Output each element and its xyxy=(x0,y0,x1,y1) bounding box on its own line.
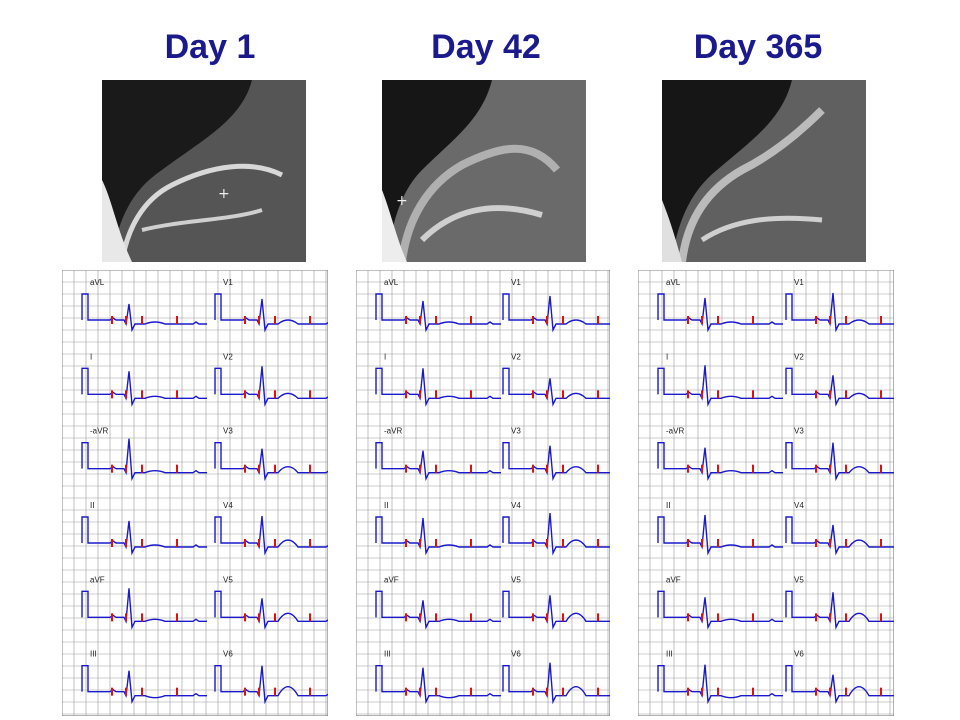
ecg-trace xyxy=(375,516,501,556)
lead-label: V2 xyxy=(794,352,804,361)
ecg-trace xyxy=(375,590,501,630)
ecg-trace xyxy=(81,588,207,630)
panel-title-day-1: Day 1 xyxy=(164,28,256,66)
ecg-trace xyxy=(657,293,783,333)
ecg-trace xyxy=(785,292,894,333)
ecg-panel-day-365: aVL I -aVR II aVF III V1 V2 V3 V4 V5 V6 xyxy=(638,270,894,716)
mri-image-day-42: + xyxy=(382,80,586,262)
ecg-trace xyxy=(375,293,501,333)
lead-label: -aVR xyxy=(384,427,402,436)
ecg-trace xyxy=(81,516,207,556)
ecg-trace xyxy=(657,590,783,630)
panel-title-day-42: Day 42 xyxy=(431,28,541,66)
ecg-trace xyxy=(785,664,894,705)
lead-label: I xyxy=(384,352,386,361)
lead-label: V6 xyxy=(794,650,804,659)
lead-label: V4 xyxy=(794,501,804,510)
ecg-trace xyxy=(81,438,207,482)
ecg-trace xyxy=(81,367,207,407)
ecg-trace xyxy=(81,293,207,333)
ecg-trace xyxy=(214,366,328,407)
lead-label: II xyxy=(90,501,94,510)
ecg-trace xyxy=(785,441,894,482)
lead-label: aVL xyxy=(90,278,105,287)
ecg-trace xyxy=(375,367,501,407)
ecg-trace xyxy=(502,441,610,482)
lead-label: V2 xyxy=(511,352,521,361)
ecg-trace xyxy=(657,514,783,556)
lead-label: I xyxy=(90,352,92,361)
lead-label: V3 xyxy=(794,427,804,436)
lead-label: aVF xyxy=(90,575,105,584)
lead-label: III xyxy=(666,650,673,659)
lead-label: aVF xyxy=(384,575,399,584)
plus-icon: + xyxy=(396,193,408,209)
lead-label: V5 xyxy=(794,575,804,584)
lead-label: V1 xyxy=(511,278,521,287)
ecg-trace xyxy=(502,293,610,333)
lead-label: V5 xyxy=(223,575,233,584)
ecg-trace xyxy=(657,441,783,482)
lead-label: -aVR xyxy=(666,427,684,436)
lead-label: V1 xyxy=(223,278,233,287)
lead-label: III xyxy=(90,650,97,659)
plus-icon: + xyxy=(218,186,230,202)
lead-label: II xyxy=(666,501,670,510)
ecg-trace xyxy=(214,293,328,333)
lead-label: V6 xyxy=(511,650,521,659)
mri-image-day-1: + xyxy=(102,80,306,262)
ecg-trace xyxy=(214,515,328,556)
lead-label: V1 xyxy=(794,278,804,287)
mri-image-day-365 xyxy=(662,80,866,262)
ecg-trace xyxy=(214,441,328,482)
ecg-trace xyxy=(785,516,894,556)
lead-label: V4 xyxy=(511,501,521,510)
ecg-trace xyxy=(502,512,610,556)
lead-label: II xyxy=(384,501,388,510)
lead-label: aVF xyxy=(666,575,681,584)
lead-label: I xyxy=(666,352,668,361)
ecg-trace xyxy=(657,365,783,407)
lead-label: V4 xyxy=(223,501,233,510)
ecg-trace xyxy=(657,664,783,705)
lead-label: -aVR xyxy=(90,427,108,436)
lead-label: V2 xyxy=(223,352,233,361)
ecg-trace xyxy=(81,664,207,705)
ecg-trace xyxy=(502,367,610,407)
ecg-trace xyxy=(375,664,501,705)
lead-label: III xyxy=(384,650,391,659)
ecg-trace xyxy=(214,664,328,705)
lead-label: V3 xyxy=(223,427,233,436)
ecg-trace xyxy=(785,590,894,630)
panel-title-day-365: Day 365 xyxy=(693,28,823,66)
ecg-panel-day-1: aVL I -aVR II aVF III V1 V2 V3 V4 V5 V6 xyxy=(62,270,328,716)
ecg-panel-day-42: aVL I -aVR II aVF III V1 V2 V3 V4 V5 V6 xyxy=(356,270,610,716)
lead-label: V3 xyxy=(511,427,521,436)
lead-label: V6 xyxy=(223,650,233,659)
lead-label: V5 xyxy=(511,575,521,584)
ecg-trace xyxy=(502,662,610,705)
lead-label: aVL xyxy=(666,278,681,287)
ecg-trace xyxy=(502,590,610,630)
ecg-trace xyxy=(214,590,328,630)
ecg-trace xyxy=(375,441,501,482)
ecg-trace xyxy=(785,367,894,407)
lead-label: aVL xyxy=(384,278,399,287)
